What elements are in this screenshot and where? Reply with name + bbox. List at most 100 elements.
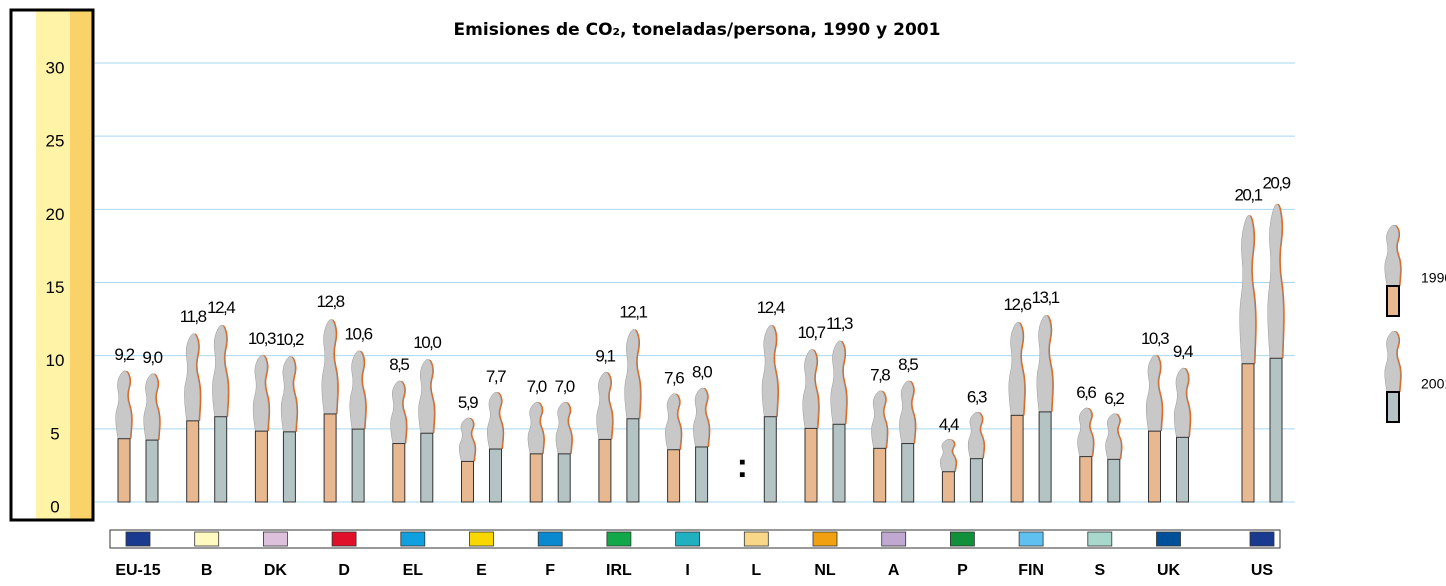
y-tick-label: 0 [50, 497, 59, 516]
bar [253, 355, 270, 502]
x-tick-label: EL [403, 562, 424, 579]
bar [665, 394, 682, 502]
value-label: 20,9 [1262, 174, 1290, 193]
chimney [530, 454, 542, 502]
smoke [1385, 225, 1401, 286]
smoke [762, 325, 778, 417]
chimney [805, 428, 817, 502]
chimney [558, 454, 570, 502]
value-label: 10,0 [413, 333, 441, 352]
flag [1157, 532, 1181, 546]
value-label: 10,6 [345, 324, 373, 343]
legend-label: 1990 [1421, 270, 1446, 286]
chimney [833, 424, 845, 502]
flag [401, 532, 425, 546]
smoke [212, 325, 228, 417]
chimney [902, 444, 914, 502]
chimney [696, 447, 708, 502]
chimney [255, 431, 267, 502]
value-label: 13,1 [1032, 288, 1060, 307]
value-label: 8,5 [898, 355, 918, 374]
x-tick-label: B [201, 562, 213, 579]
bar [1037, 315, 1054, 502]
chimney [215, 417, 227, 502]
flag [882, 532, 906, 546]
smoke [597, 372, 613, 439]
x-tick-label: A [888, 562, 900, 579]
flag [470, 532, 494, 546]
bar [1106, 414, 1123, 502]
bar [762, 325, 779, 502]
chimney [118, 439, 130, 502]
x-tick-label: UK [1157, 562, 1181, 579]
x-tick-label: E [476, 562, 487, 579]
smoke [1009, 322, 1025, 415]
x-tick-label: D [338, 562, 350, 579]
y-tick-label: 15 [46, 278, 65, 297]
x-tick-label: EU-15 [115, 562, 160, 579]
chimney [393, 444, 405, 502]
x-tick-label: L [751, 562, 761, 579]
chimney [970, 459, 982, 502]
legend-label: 2001 [1421, 376, 1446, 392]
chimney [352, 429, 364, 502]
chimney [942, 472, 954, 502]
bar [1146, 355, 1163, 502]
bar [968, 412, 985, 502]
value-label: 6,6 [1076, 383, 1096, 402]
value-label: 7,6 [664, 368, 684, 387]
y-tick-label: 10 [46, 351, 65, 370]
value-label: 10,3 [248, 329, 276, 348]
value-label: 4,4 [939, 415, 959, 434]
smoke [116, 371, 132, 439]
value-label: 8,5 [389, 355, 409, 374]
smoke [281, 356, 297, 431]
value-label: 9,2 [114, 345, 134, 364]
chimney [764, 417, 776, 502]
chimney [146, 440, 158, 502]
chimney [187, 421, 199, 502]
smoke [1268, 204, 1284, 358]
smoke [1037, 315, 1053, 412]
x-tick-label: I [685, 562, 689, 579]
chimney [1149, 431, 1161, 502]
bar [459, 418, 476, 502]
smoke [184, 334, 200, 421]
value-label: 8,0 [692, 362, 712, 381]
chart: Emisiones de CO₂, toneladas/persona, 199… [0, 0, 1446, 581]
x-tick-label: P [957, 562, 968, 579]
smoke [419, 359, 435, 433]
chart-title: Emisiones de CO₂, toneladas/persona, 199… [454, 20, 941, 40]
x-tick-label: F [545, 562, 555, 579]
flag [744, 532, 768, 546]
bar [831, 341, 848, 502]
y-tick-label: 30 [46, 58, 65, 77]
flag [1019, 532, 1043, 546]
smoke [350, 351, 366, 429]
smoke [528, 402, 544, 454]
bar [803, 349, 820, 502]
smoke [487, 392, 503, 449]
legend-icon [1385, 225, 1402, 316]
y-tick-label: 25 [46, 132, 65, 151]
smoke [665, 394, 681, 450]
smoke [459, 418, 475, 462]
smoke [871, 391, 887, 449]
flag [950, 532, 974, 546]
chimney [462, 461, 474, 502]
flag [263, 532, 287, 546]
flag [813, 532, 837, 546]
chimney [668, 450, 680, 502]
value-label: 7,8 [870, 365, 890, 384]
bar [528, 402, 545, 502]
bar [871, 391, 888, 502]
chimney [1177, 437, 1189, 502]
value-label: 6,2 [1104, 389, 1124, 408]
chimney [874, 448, 886, 502]
chimney [627, 419, 639, 502]
chimney [283, 432, 295, 502]
bar [116, 371, 133, 502]
bar [391, 381, 408, 502]
bar [556, 402, 573, 502]
bar [419, 359, 436, 502]
